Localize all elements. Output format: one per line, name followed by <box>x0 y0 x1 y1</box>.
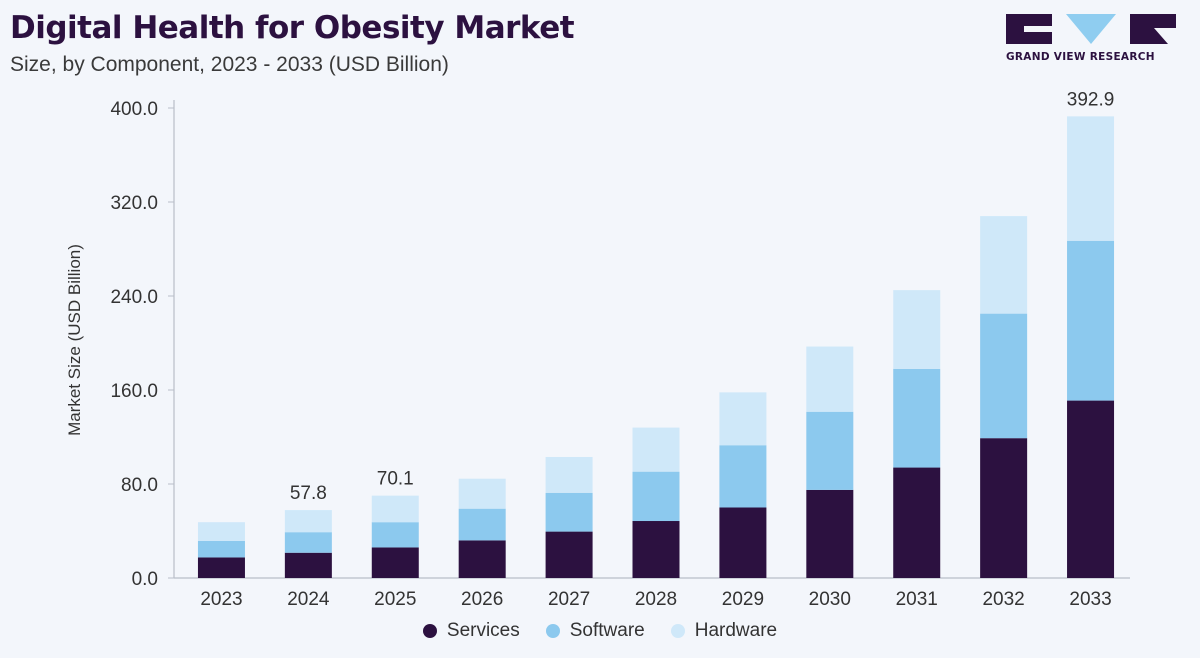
bar-services-2030 <box>806 489 854 578</box>
chart-title: Digital Health for Obesity Market <box>10 10 575 46</box>
chart-legend: Services Software Hardware <box>0 620 1200 642</box>
y-tick-label: 320.0 <box>110 193 158 214</box>
bar-hardware-2024 <box>284 510 332 533</box>
x-tick-label: 2033 <box>1069 589 1111 610</box>
bar-software-2025 <box>371 522 419 548</box>
y-tick-label: 400.0 <box>110 99 158 120</box>
bar-hardware-2027 <box>545 456 593 493</box>
bar-services-2033 <box>1067 400 1115 578</box>
legend-swatch-software <box>545 624 560 638</box>
y-axis-label: Market Size (USD Billion) <box>65 244 84 436</box>
x-tick-label: 2032 <box>982 589 1024 610</box>
legend-swatch-hardware <box>670 624 685 638</box>
bar-services-2029 <box>719 507 767 578</box>
bar-software-2027 <box>545 492 593 532</box>
legend-swatch-services <box>422 624 437 638</box>
logo-block-r-cut <box>1154 28 1176 44</box>
bar-hardware-2032 <box>980 216 1028 314</box>
bar-hardware-2026 <box>458 478 506 509</box>
bar-services-2026 <box>458 540 506 578</box>
brand-name: GRAND VIEW RESEARCH <box>1006 51 1155 63</box>
bar-software-2031 <box>893 368 941 468</box>
bar-services-2027 <box>545 531 593 578</box>
x-tick-label: 2027 <box>548 589 590 610</box>
x-tick-label: 2029 <box>722 589 764 610</box>
legend-item-hardware: Hardware <box>670 620 778 642</box>
legend-label-software: Software <box>569 620 645 641</box>
legend-label-services: Services <box>446 620 520 641</box>
bar-services-2032 <box>980 438 1028 578</box>
bar-software-2024 <box>284 532 332 553</box>
x-tick-label: 2031 <box>896 589 938 610</box>
bar-software-2032 <box>980 313 1028 439</box>
bar-total-label: 57.8 <box>290 483 327 504</box>
x-tick-label: 2028 <box>635 589 677 610</box>
bar-hardware-2028 <box>632 427 680 472</box>
bar-software-2028 <box>632 471 680 522</box>
bar-hardware-2025 <box>371 495 419 523</box>
bar-total-label: 70.1 <box>377 469 414 490</box>
bar-total-label: 392.9 <box>1067 89 1115 110</box>
bar-services-2028 <box>632 521 680 578</box>
x-tick-label: 2023 <box>200 589 242 610</box>
bar-services-2025 <box>371 547 419 578</box>
x-tick-label: 2026 <box>461 589 503 610</box>
x-tick-label: 2024 <box>287 589 330 610</box>
bar-services-2024 <box>284 552 332 578</box>
bar-software-2026 <box>458 508 506 541</box>
bar-services-2031 <box>893 467 941 578</box>
legend-item-software: Software <box>545 620 645 642</box>
y-tick-label: 160.0 <box>110 381 158 402</box>
bar-software-2030 <box>806 411 854 490</box>
bar-software-2029 <box>719 445 767 508</box>
logo-block-g-notch <box>1024 26 1052 32</box>
bar-software-2023 <box>197 540 245 558</box>
bar-services-2023 <box>197 557 245 578</box>
bar-software-2033 <box>1067 240 1115 401</box>
gvr-logo-icon <box>1006 14 1176 44</box>
y-tick-label: 80.0 <box>121 475 158 496</box>
x-tick-label: 2030 <box>809 589 851 610</box>
y-tick-label: 0.0 <box>132 569 158 590</box>
bar-hardware-2030 <box>806 346 854 412</box>
bar-hardware-2033 <box>1067 116 1115 241</box>
chart-subtitle: Size, by Component, 2023 - 2033 (USD Bil… <box>10 53 449 76</box>
x-tick-label: 2025 <box>374 589 416 610</box>
bar-hardware-2031 <box>893 290 941 369</box>
bar-hardware-2029 <box>719 392 767 446</box>
y-tick-label: 240.0 <box>110 287 158 308</box>
legend-item-services: Services <box>422 620 520 642</box>
legend-label-hardware: Hardware <box>694 620 778 641</box>
logo-chevron-v <box>1066 14 1116 44</box>
bar-hardware-2023 <box>197 522 245 541</box>
